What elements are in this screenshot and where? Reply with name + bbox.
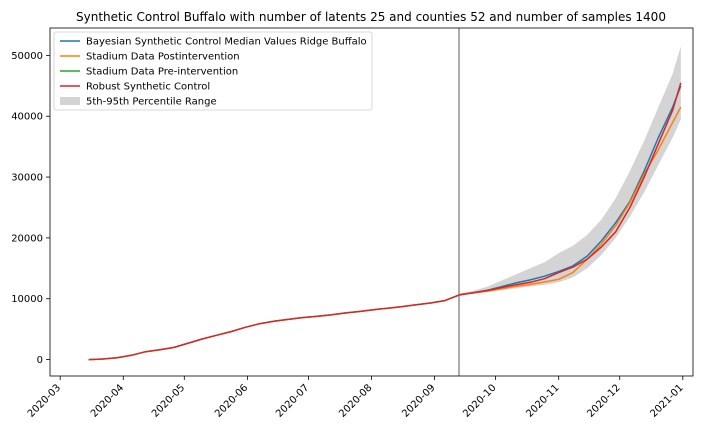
series-line-2 [88, 294, 460, 361]
x-tick-label: 2020-09 [400, 382, 437, 419]
x-tick-label: 2021-01 [648, 382, 685, 419]
percentile-band [459, 46, 681, 296]
x-tick-label: 2020-03 [26, 382, 63, 419]
x-tick-label: 2020-05 [150, 382, 187, 419]
x-tick-label: 2020-11 [524, 382, 561, 419]
x-tick-label: 2020-07 [274, 382, 311, 419]
y-tick-label: 0 [37, 355, 43, 366]
legend-label-0: Bayesian Synthetic Control Median Values… [86, 37, 367, 48]
legend-label-band: 5th-95th Percentile Range [86, 97, 217, 108]
x-tick-label: 2020-04 [89, 382, 126, 419]
x-tick-label: 2020-08 [337, 382, 374, 419]
legend-swatch-band [60, 97, 80, 105]
x-tick-label: 2020-12 [585, 382, 622, 419]
legend-label-1: Stadium Data Postintervention [86, 52, 240, 63]
y-tick-label: 10000 [11, 294, 43, 305]
legend-label-3: Robust Synthetic Control [86, 82, 210, 93]
legend-box [53, 31, 373, 111]
y-tick-label: 40000 [11, 112, 43, 123]
series-line-3 [88, 82, 682, 361]
legend-label-2: Stadium Data Pre-intervention [86, 67, 238, 78]
plot-area [88, 28, 682, 376]
chart-title: Synthetic Control Buffalo with number of… [76, 10, 666, 24]
x-tick-label: 2020-10 [461, 382, 498, 419]
x-tick-label: 2020-06 [213, 382, 250, 419]
y-tick-label: 50000 [11, 51, 43, 62]
y-tick-label: 30000 [11, 173, 43, 184]
y-tick-label: 20000 [11, 233, 43, 244]
legend: Bayesian Synthetic Control Median Values… [53, 31, 373, 111]
